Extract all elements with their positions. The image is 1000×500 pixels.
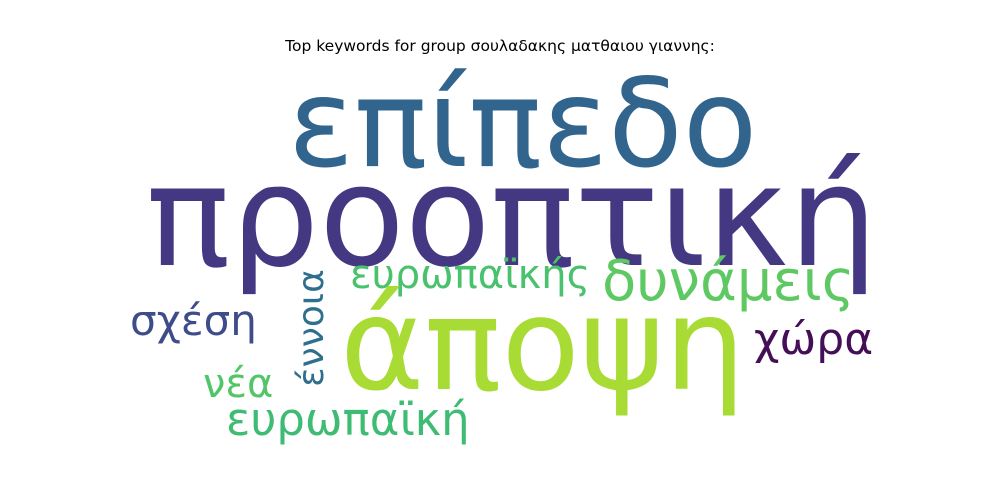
word-evropaiki: ευρωπαϊκή [226,393,470,446]
wordcloud-title: Top keywords for group σουλαδακης ματθαι… [285,37,715,55]
word-xora: χώρα [754,314,874,365]
word-evropaikis: ευρωπαϊκής [350,252,591,298]
word-epipedo: επίπεδο [288,53,758,195]
word-ennoia: έννοια [291,269,332,387]
word-sxesi: σχέση [130,296,257,345]
word-dynameis: δυνάμεις [602,249,855,314]
word-nea: νέα [203,361,274,407]
word-prooptiki: προοπτική [146,136,878,299]
word-apopsi: άποψη [340,271,746,420]
